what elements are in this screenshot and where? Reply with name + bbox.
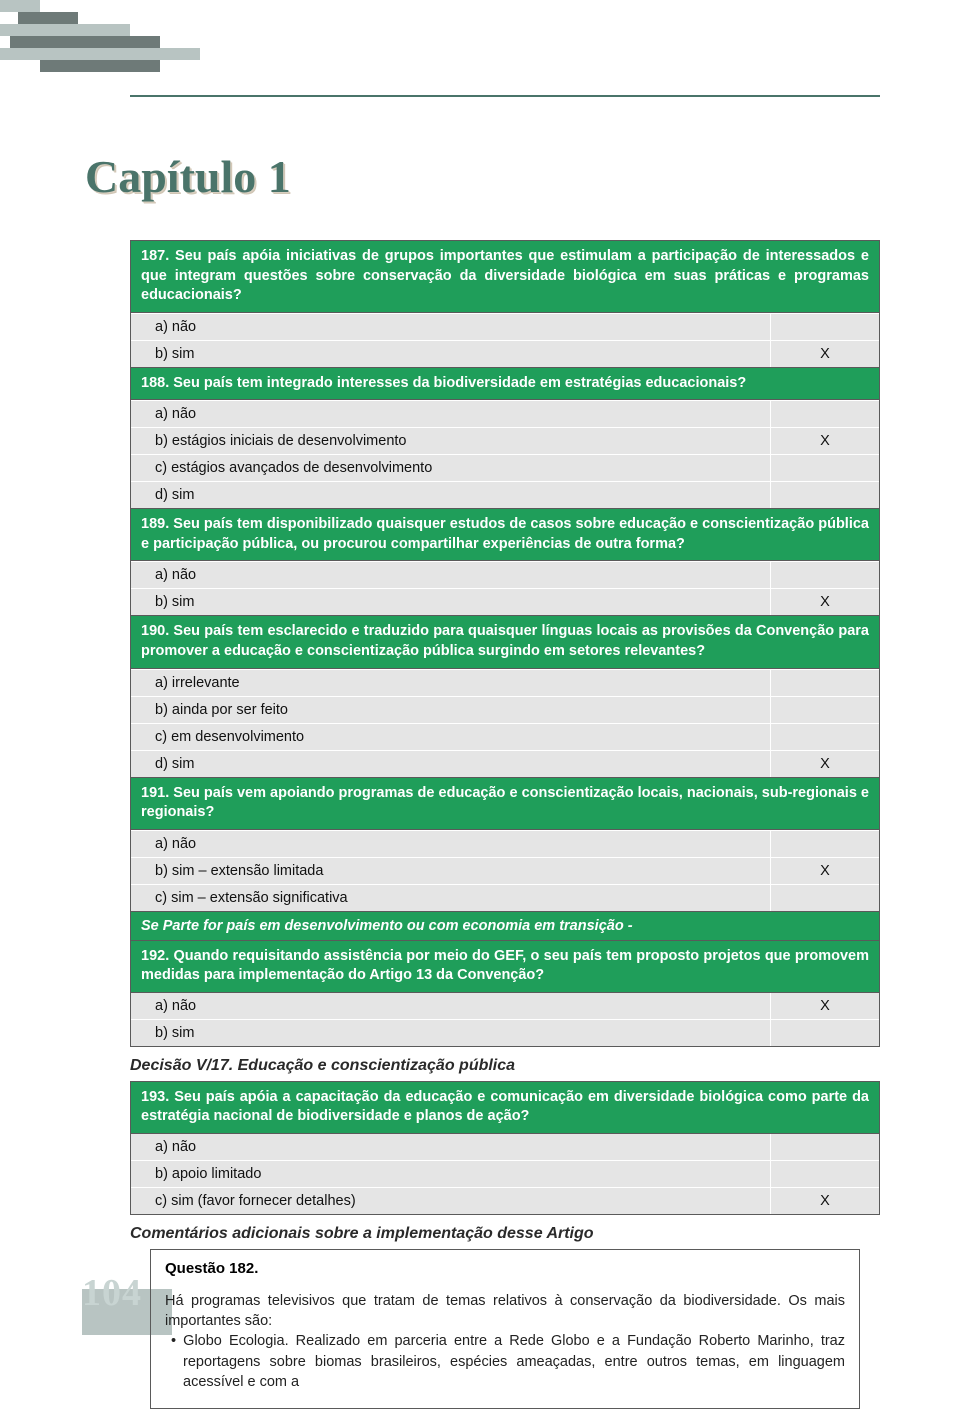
q193-option-label: c) sim (favor fornecer detalhes) (131, 1188, 771, 1214)
q188-option-row: d) sim (131, 481, 879, 508)
q188-option-label: c) estágios avançados de desenvolvimento (131, 455, 771, 481)
q189-option-mark: X (771, 589, 879, 615)
question-189-header: 189. Seu país tem disponibilizado quaisq… (131, 508, 879, 561)
chapter-title: Capítulo 1 (85, 150, 291, 203)
q188-option-label: a) não (131, 401, 771, 427)
decision-title: Decisão V/17. Educação e conscientização… (130, 1057, 880, 1075)
comments-box: Questão 182. Há programas televisivos qu… (150, 1249, 860, 1409)
q188-option-label: b) estágios iniciais de desenvolvimento (131, 428, 771, 454)
q190-option-mark (771, 697, 879, 723)
q191-option-mark: X (771, 858, 879, 884)
q188-option-mark (771, 455, 879, 481)
question-187-header: 187. Seu país apóia iniciativas de grupo… (131, 241, 879, 313)
q190-option-row: d) simX (131, 750, 879, 777)
q190-option-row: c) em desenvolvimento (131, 723, 879, 750)
q188-option-label: d) sim (131, 482, 771, 508)
q193-option-row: b) apoio limitado (131, 1160, 879, 1187)
q189-option-label: a) não (131, 562, 771, 588)
q187-option-mark: X (771, 341, 879, 367)
question-188-header: 188. Seu país tem integrado interesses d… (131, 367, 879, 401)
q188-option-mark: X (771, 428, 879, 454)
q187-option-mark (771, 314, 879, 340)
q192-option-row: b) sim (131, 1019, 879, 1046)
q191-option-label: a) não (131, 831, 771, 857)
q188-option-row: b) estágios iniciais de desenvolvimentoX (131, 427, 879, 454)
comments-p1: Há programas televisivos que tratam de t… (165, 1291, 845, 1332)
header-decoration (0, 0, 220, 90)
q192-option-mark: X (771, 993, 879, 1019)
q191-option-label: b) sim – extensão limitada (131, 858, 771, 884)
question-192-header: 192. Quando requisitando assistência por… (131, 941, 879, 993)
page-number: 104 (82, 1271, 142, 1315)
mid-section-header: Se Parte for país em desenvolvimento ou … (131, 911, 879, 941)
q190-option-label: c) em desenvolvimento (131, 724, 771, 750)
q187-option-label: a) não (131, 314, 771, 340)
q188-option-row: a) não (131, 400, 879, 427)
comments-section-title: Comentários adicionais sobre a implement… (130, 1225, 880, 1243)
comments-p2: • Globo Ecologia. Realizado em parceria … (165, 1331, 845, 1392)
comments-box-title: Questão 182. (165, 1260, 845, 1277)
q192-option-mark (771, 1020, 879, 1046)
q192-option-row: a) nãoX (131, 993, 879, 1019)
q191-option-row: c) sim – extensão significativa (131, 884, 879, 911)
q191-option-label: c) sim – extensão significativa (131, 885, 771, 911)
q190-option-mark (771, 670, 879, 696)
q190-option-label: d) sim (131, 751, 771, 777)
q192-option-label: a) não (131, 993, 771, 1019)
q193-text: Seu país apóia a capacitação da educação… (141, 1089, 869, 1125)
q187-option-row: a) não (131, 313, 879, 340)
q189-option-row: b) simX (131, 588, 879, 615)
q189-option-mark (771, 562, 879, 588)
q188-option-mark (771, 401, 879, 427)
q187-option-row: b) simX (131, 340, 879, 367)
q193-option-mark: X (771, 1188, 879, 1214)
comments-body: Há programas televisivos que tratam de t… (165, 1291, 845, 1392)
q188-option-row: c) estágios avançados de desenvolvimento (131, 454, 879, 481)
q190-option-label: b) ainda por ser feito (131, 697, 771, 723)
q191-option-row: b) sim – extensão limitadaX (131, 857, 879, 884)
q187-option-label: b) sim (131, 341, 771, 367)
q192-num: 192. (141, 948, 169, 964)
q188-option-mark (771, 482, 879, 508)
q189-option-row: a) não (131, 561, 879, 588)
q192-option-label: b) sim (131, 1020, 771, 1046)
content-area: 187. Seu país apóia iniciativas de grupo… (130, 240, 880, 1409)
q193-num: 193. (141, 1089, 169, 1105)
q191-option-mark (771, 831, 879, 857)
q193-option-label: b) apoio limitado (131, 1161, 771, 1187)
q192-text: Quando requisitando assistência por meio… (141, 948, 869, 984)
question-193-header: 193. Seu país apóia a capacitação da edu… (131, 1082, 879, 1134)
question-block-193: 193. Seu país apóia a capacitação da edu… (130, 1081, 880, 1215)
question-191-header: 191. Seu país vem apoiando programas de … (131, 777, 879, 830)
q190-option-mark (771, 724, 879, 750)
q191-option-row: a) não (131, 830, 879, 857)
q191-option-mark (771, 885, 879, 911)
question-190-header: 190. Seu país tem esclarecido e traduzid… (131, 615, 879, 668)
q189-option-label: b) sim (131, 589, 771, 615)
q193-option-label: a) não (131, 1134, 771, 1160)
q190-option-row: a) irrelevante (131, 669, 879, 696)
q190-option-row: b) ainda por ser feito (131, 696, 879, 723)
q193-option-mark (771, 1161, 879, 1187)
q193-option-row: c) sim (favor fornecer detalhes)X (131, 1187, 879, 1214)
q190-option-mark: X (771, 751, 879, 777)
header-rule (130, 95, 880, 97)
q190-option-label: a) irrelevante (131, 670, 771, 696)
q193-option-mark (771, 1134, 879, 1160)
question-block-main: 187. Seu país apóia iniciativas de grupo… (130, 240, 880, 1047)
q193-option-row: a) não (131, 1134, 879, 1160)
